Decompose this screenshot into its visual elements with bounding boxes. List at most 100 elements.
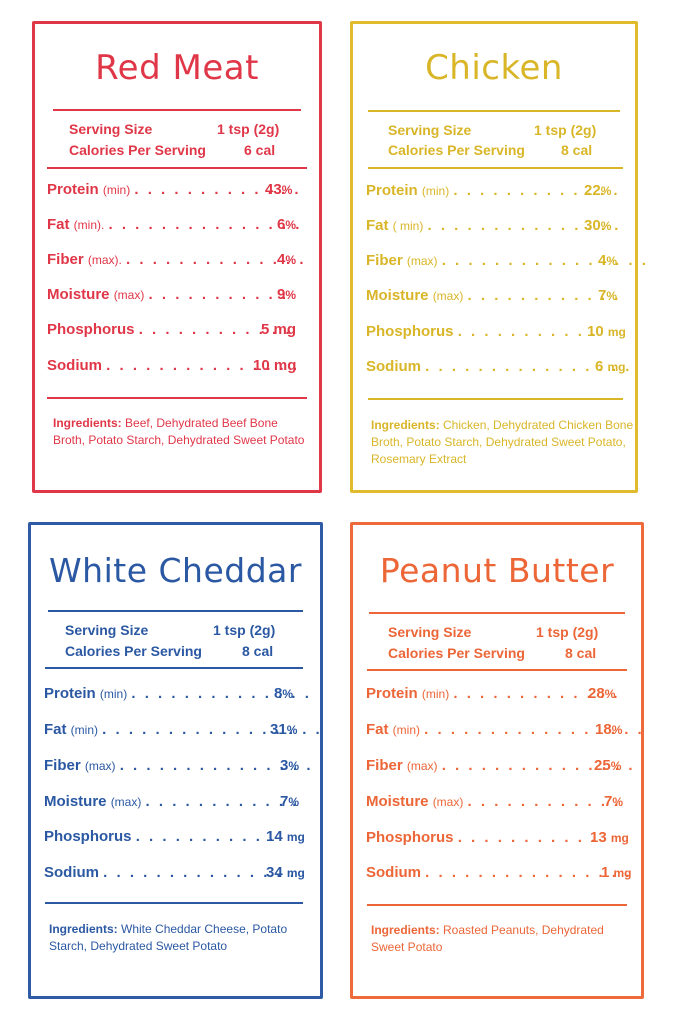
nutrient-row-moisture: Moisture (max) . . . . . . . . . . . . 7… bbox=[366, 287, 621, 304]
nutrient-name: Fiber bbox=[366, 252, 403, 269]
nutrient-qualifier: (min) bbox=[392, 723, 420, 737]
nutrient-value: 8% bbox=[274, 685, 294, 702]
nutrient-qualifier: (max) bbox=[110, 795, 142, 809]
nutrient-row-protein: Protein (min) . . . . . . . . . . . . . … bbox=[366, 685, 620, 702]
ingredients-label: Ingredients: bbox=[53, 416, 122, 430]
divider bbox=[47, 167, 307, 169]
leader-dots: . . . . . . . . . . . . . . . bbox=[427, 217, 621, 234]
nutrient-qualifier: (max) bbox=[406, 759, 438, 773]
leader-dots: . . . . . . . . . . . . . . . bbox=[119, 757, 314, 774]
nutrient-name: Fat bbox=[47, 216, 70, 233]
nutrient-name: Sodium bbox=[366, 864, 421, 881]
leader-dots: . . . . . . . . . . . . . . . bbox=[441, 757, 636, 774]
calories-value: 8 cal bbox=[242, 643, 274, 659]
nutrient-value: 6 mg bbox=[595, 358, 626, 375]
nutrient-row-moisture: Moisture (max) . . . . . . . . . . . . 7… bbox=[44, 793, 299, 810]
leader-dots: . . . . . . . . . . . . . bbox=[453, 182, 621, 199]
nutrient-qualifier: (min) bbox=[421, 184, 450, 198]
leader-dots: . . . . . . . . . . . bbox=[457, 829, 598, 846]
nutrient-qualifier: (min) bbox=[99, 687, 128, 701]
nutrient-name: Fat bbox=[44, 721, 67, 738]
leader-dots: . . . . . . . . . . . bbox=[457, 323, 598, 340]
serving-size-value: 1 tsp (2g) bbox=[536, 624, 599, 640]
leader-dots: . . . . . . . . . . . . . . bbox=[131, 685, 312, 702]
leader-dots: . . . . . . . . . . . . . . . bbox=[106, 357, 300, 374]
leader-dots: . . . . . . . . . . . . . bbox=[134, 181, 302, 198]
nutrient-name: Phosphorus bbox=[44, 828, 132, 845]
leader-dots: . . . . . . . . . . . . bbox=[138, 321, 293, 338]
calories-label: Calories Per Serving bbox=[69, 142, 206, 158]
ingredients-text: Beef, Dehydrated Beef Bone Broth, Potato… bbox=[53, 416, 305, 447]
nutrient-qualifier: ( min) bbox=[392, 219, 424, 233]
leader-dots: . . . . . . . . . . . . bbox=[145, 793, 299, 810]
leader-dots: . . . . . . . . . . . . bbox=[467, 287, 621, 304]
nutrition-card-chicken: Chicken Serving Size 1 tsp (2g) Calories… bbox=[350, 21, 646, 493]
nutrient-qualifier: (max) bbox=[432, 795, 464, 809]
nutrient-row-fiber: Fiber (max). . . . . . . . . . . . . . .… bbox=[47, 251, 306, 268]
nutrient-qualifier: (max) bbox=[432, 289, 464, 303]
nutrient-row-fiber: Fiber (max) . . . . . . . . . . . . . . … bbox=[366, 252, 648, 269]
calories-value: 8 cal bbox=[565, 645, 597, 661]
divider bbox=[47, 397, 307, 399]
divider bbox=[53, 109, 301, 111]
nutrient-name: Fiber bbox=[366, 757, 403, 774]
card-title: White Cheddar bbox=[49, 551, 302, 590]
nutrient-name: Moisture bbox=[366, 287, 429, 304]
leader-dots: . . . . . . . . . . . . . . . . bbox=[425, 358, 632, 375]
nutrient-row-fiber: Fiber (max) . . . . . . . . . . . . . . … bbox=[366, 757, 635, 774]
nutrient-row-fat: Fat (min) . . . . . . . . . . . . . . . … bbox=[366, 721, 644, 738]
nutrient-name: Protein bbox=[44, 685, 96, 702]
ingredients: Ingredients: Roasted Peanuts, Dehydrated… bbox=[371, 922, 629, 956]
serving-size: Serving Size 1 tsp (2g) bbox=[69, 121, 279, 137]
leader-dots: . . . . . . . . . . . . . . . . bbox=[425, 864, 632, 881]
nutrient-row-moisture: Moisture (max) . . . . . . . . . . . . 7… bbox=[366, 793, 624, 810]
nutrient-value: 22% bbox=[584, 182, 612, 199]
calories-value: 8 cal bbox=[561, 142, 593, 158]
serving-size-label: Serving Size bbox=[388, 624, 472, 640]
nutrient-qualifier: (max) bbox=[84, 759, 116, 773]
nutrient-row-phosphorus: Phosphorus . . . . . . . . . . . 14 mg bbox=[44, 828, 305, 845]
nutrient-qualifier: (max). bbox=[87, 253, 122, 267]
nutrient-row-sodium: Sodium . . . . . . . . . . . . . . . . 1… bbox=[366, 864, 632, 881]
nutrient-qualifier: (max) bbox=[113, 288, 145, 302]
nutrient-name: Fiber bbox=[44, 757, 81, 774]
nutrient-value: 10 mg bbox=[253, 357, 297, 374]
nutrient-name: Protein bbox=[47, 181, 99, 198]
card-title: Red Meat bbox=[95, 48, 259, 88]
nutrient-value: 31% bbox=[270, 721, 298, 738]
serving-size-value: 1 tsp (2g) bbox=[217, 121, 280, 137]
card-title: Peanut Butter bbox=[379, 551, 615, 590]
card-title: Chicken bbox=[425, 48, 563, 88]
nutrient-qualifier: (min) bbox=[102, 183, 131, 197]
calories-label: Calories Per Serving bbox=[65, 643, 202, 659]
nutrient-value: 30% bbox=[584, 217, 612, 234]
ingredients-label: Ingredients: bbox=[371, 923, 440, 937]
calories: Calories Per Serving 8 cal bbox=[388, 142, 592, 158]
nutrient-value: 4% bbox=[598, 252, 618, 269]
ingredients: Ingredients: Chicken, Dehydrated Chicken… bbox=[371, 417, 635, 468]
calories: Calories Per Serving 8 cal bbox=[65, 643, 273, 659]
nutrient-row-fat: Fat ( min) . . . . . . . . . . . . . . .… bbox=[366, 217, 621, 234]
nutrient-value: 10 mg bbox=[587, 323, 626, 340]
ingredients-text: White Cheddar Cheese, Potato Starch, Deh… bbox=[49, 922, 288, 953]
divider bbox=[45, 902, 303, 904]
leader-dots: . . . . . . . . . . . . . . . . . bbox=[424, 721, 645, 738]
nutrient-name: Phosphorus bbox=[366, 829, 454, 846]
nutrient-row-fat: Fat (min). . . . . . . . . . . . . . . .… bbox=[47, 216, 302, 233]
nutrient-row-protein: Protein (min) . . . . . . . . . . . . . … bbox=[366, 182, 620, 199]
nutrient-value: 13 mg bbox=[590, 829, 629, 846]
serving-size-label: Serving Size bbox=[69, 121, 153, 137]
nutrient-name: Sodium bbox=[47, 357, 102, 374]
nutrient-value: 25% bbox=[594, 757, 622, 774]
divider bbox=[368, 167, 623, 169]
ingredients-label: Ingredients: bbox=[371, 418, 440, 432]
nutrient-name: Protein bbox=[366, 685, 418, 702]
nutrient-name: Sodium bbox=[366, 358, 421, 375]
nutrient-qualifier: (min) bbox=[70, 723, 98, 737]
nutrient-row-sodium: Sodium . . . . . . . . . . . . . . . . 6… bbox=[366, 358, 632, 375]
nutrient-name: Moisture bbox=[44, 793, 107, 810]
nutrient-name: Protein bbox=[366, 182, 418, 199]
nutrient-value: 14 mg bbox=[266, 828, 305, 845]
serving-size-value: 1 tsp (2g) bbox=[534, 122, 597, 138]
nutrient-value: 7% bbox=[604, 793, 624, 810]
